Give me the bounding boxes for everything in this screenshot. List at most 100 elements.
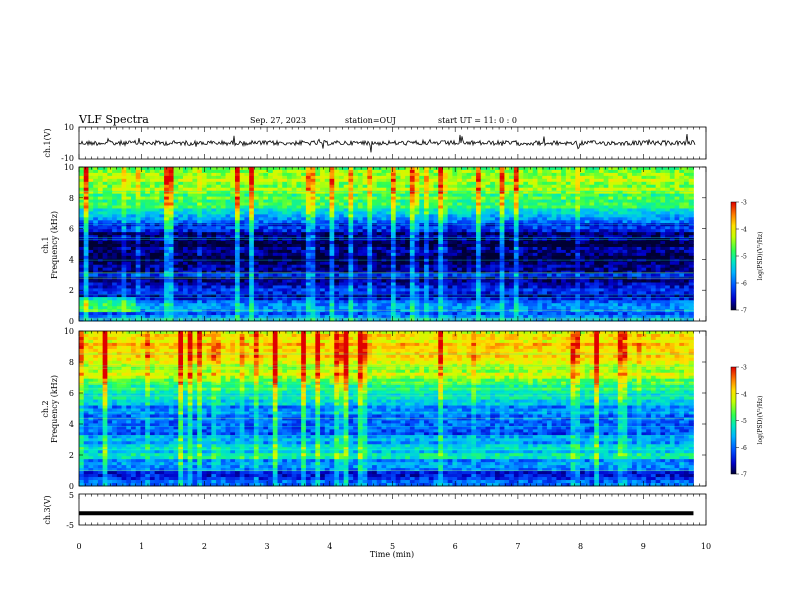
spectrogram-cell: [452, 261, 458, 266]
spectrogram-cell: [381, 232, 387, 236]
spectrogram-cell: [362, 226, 368, 230]
spectrogram-cell: [173, 167, 179, 171]
spectrogram-cell: [494, 261, 501, 266]
spectrogram-cell: [570, 246, 576, 251]
spectrogram-cell: [348, 205, 354, 209]
spectrogram-cell: [211, 208, 217, 212]
spectrogram-cell: [499, 241, 505, 245]
spectrogram-cell: [485, 214, 491, 218]
spectrogram-cell: [405, 202, 411, 206]
spectrogram-cell: [679, 196, 685, 200]
spectrogram-cell: [253, 246, 260, 251]
spectrogram-cell: [182, 202, 189, 206]
spectrogram-cell: [414, 175, 420, 180]
spectrogram-cell: [504, 244, 510, 248]
spectrogram-cell: [665, 208, 671, 212]
spectrogram-cell: [580, 246, 586, 251]
spectrogram-cell: [381, 193, 387, 198]
spectrogram-cell: [357, 202, 363, 206]
spectrogram-cell: [107, 246, 113, 251]
spectrogram-cell: [480, 246, 486, 251]
spectrogram-cell: [546, 261, 553, 266]
spectrogram-cell: [145, 211, 151, 215]
spectrogram-cell: [646, 244, 652, 248]
spectrogram-cell: [447, 241, 453, 245]
spectrogram-cell: [230, 205, 236, 209]
spectrogram-cell: [655, 217, 661, 221]
spectrogram-cell: [442, 226, 449, 230]
spectrogram-cell: [442, 232, 449, 236]
spectrogram-cell: [97, 172, 104, 177]
spectrogram-cell: [575, 241, 581, 245]
spectrogram-cell: [79, 261, 85, 266]
spectrogram-cell: [660, 255, 666, 260]
spectrogram-cell: [688, 178, 694, 183]
spectrogram-cell: [220, 249, 226, 254]
spectrogram-cell: [372, 190, 378, 195]
spectrogram-cell: [381, 244, 387, 248]
spectrogram-cell: [438, 244, 444, 248]
spectrogram-cell: [466, 199, 472, 203]
spectrogram-cell: [126, 205, 132, 209]
spectrogram-cell: [622, 193, 628, 198]
spectrogram-cell: [584, 267, 590, 272]
spectrogram-cell: [617, 273, 623, 277]
spectrogram-cell: [126, 246, 132, 251]
spectrogram-cell: [679, 214, 685, 218]
spectrogram-cell: [112, 193, 118, 198]
spectrogram-cell: [603, 217, 609, 221]
spectrogram-cell: [329, 184, 335, 189]
spectrogram-cell: [452, 214, 458, 218]
spectrogram-cell: [258, 220, 264, 224]
spectrogram-cell: [79, 193, 85, 198]
spectrogram-cell: [409, 258, 415, 263]
spectrogram-cell: [253, 235, 260, 239]
spectrogram-cell: [494, 169, 501, 174]
spectrogram-cell: [225, 190, 231, 195]
spectrogram-cell: [315, 202, 321, 206]
spectrogram-cell: [457, 208, 463, 212]
spectrogram-cell: [206, 178, 212, 183]
spectrogram-cell: [381, 264, 387, 269]
spectrogram-cell: [546, 196, 553, 200]
spectrogram-cell: [442, 214, 449, 218]
spectrogram-cell: [570, 172, 576, 177]
spectrogram-cell: [466, 267, 472, 272]
spectrogram-cell: [88, 175, 94, 180]
spectrogram-cell: [386, 273, 392, 277]
spectrogram-cell: [684, 181, 690, 186]
spectrogram-cell: [211, 199, 217, 203]
spectrogram-cell: [230, 232, 236, 236]
spectrogram-cell: [216, 199, 222, 203]
spectrogram-cell: [556, 261, 562, 266]
spectrogram-cell: [93, 196, 99, 200]
spectrogram-cell: [168, 252, 174, 257]
spectrogram-cell: [272, 235, 278, 239]
spectrogram-cell: [206, 241, 212, 245]
spectrogram-cell: [244, 175, 250, 180]
spectrogram-cell: [334, 199, 340, 203]
spectrogram-cell: [376, 238, 382, 242]
spectrogram-cell: [376, 178, 382, 183]
spectrogram-cell: [679, 258, 685, 263]
spectrogram-cell: [509, 220, 515, 224]
spectrogram-cell: [641, 172, 647, 177]
spectrogram-cell: [442, 205, 449, 209]
spectrogram-cell: [320, 264, 326, 269]
spectrogram-cell: [433, 238, 439, 242]
spectrogram-cell: [182, 249, 189, 254]
spectrogram-cell: [211, 184, 217, 189]
spectrogram-cell: [428, 264, 434, 269]
spectrogram-cell: [348, 244, 354, 248]
spectrogram-cell: [168, 181, 174, 186]
spectrogram-cell: [258, 226, 264, 230]
spectrogram-cell: [546, 267, 553, 272]
spectrogram-cell: [650, 178, 657, 183]
spectrogram-cell: [187, 205, 193, 209]
spectrogram-cell: [476, 261, 482, 266]
spectrogram-cell: [97, 258, 104, 263]
spectrogram-cell: [159, 220, 165, 224]
spectrogram-cell: [230, 199, 236, 203]
spectrogram-cell: [338, 184, 345, 189]
spectrogram-cell: [116, 187, 122, 192]
